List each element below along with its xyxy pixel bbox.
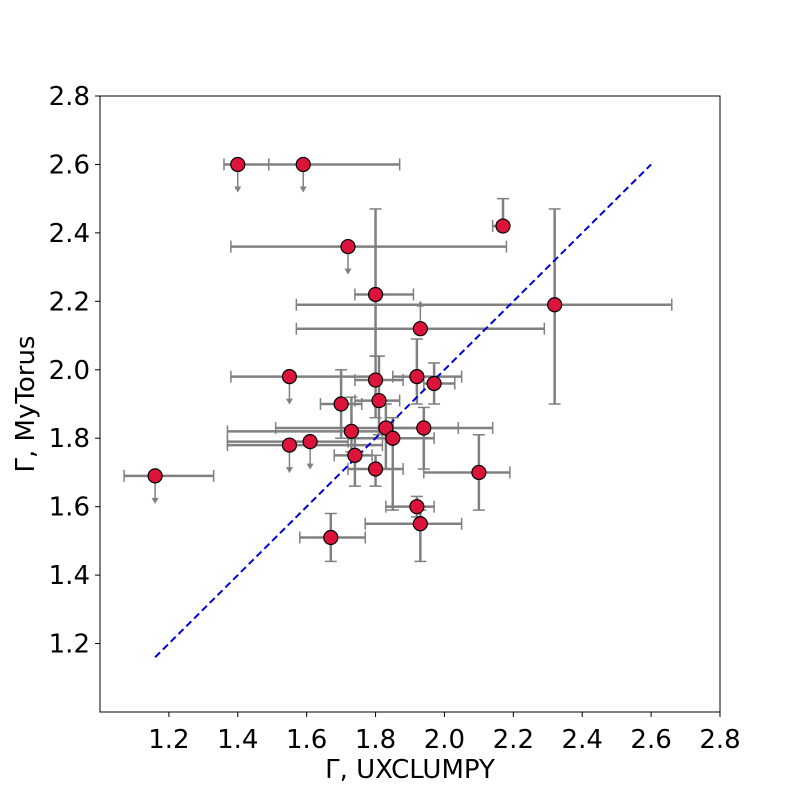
x-tick-label: 1.8 [355, 725, 396, 755]
x-tick-label: 2.8 [699, 725, 740, 755]
upper-limit-arrowhead [151, 497, 159, 504]
data-point [281, 369, 298, 385]
x-tick-label: 2.0 [424, 725, 465, 755]
x-axis-ticks: 1.2 1.4 1.6 1.8 2.0 2.2 2.4 2.6 2.8 [148, 712, 741, 755]
plot-frame [99, 95, 721, 713]
data-point [409, 369, 425, 385]
data-point [426, 375, 442, 392]
data-point [412, 321, 428, 337]
data-point [385, 430, 401, 446]
data-point [547, 297, 563, 313]
y-tick-label: 2.0 [49, 356, 90, 386]
data-point [371, 392, 387, 409]
data-point [302, 434, 318, 450]
x-axis-label: Γ, UXCLUMPY [325, 755, 495, 785]
x-tick-label: 2.2 [493, 725, 534, 755]
one-to-one-reference-line [154, 163, 652, 658]
x-tick-label: 1.6 [286, 725, 327, 755]
data-point [295, 156, 311, 173]
y-tick-label: 1.4 [49, 561, 90, 591]
x-tick-label: 1.4 [217, 725, 258, 755]
data-point [367, 286, 384, 303]
y-tick-label: 1.8 [49, 424, 90, 454]
data-point [409, 499, 425, 515]
upper-limit-arrowhead [234, 186, 242, 193]
data-point [340, 238, 356, 255]
data-point [495, 218, 511, 234]
data-point [416, 420, 432, 436]
y-tick-label: 2.8 [49, 82, 90, 112]
data-point [323, 529, 339, 546]
y-axis-label: Γ, MyTorus [11, 336, 41, 473]
data-point [343, 423, 360, 439]
data-point [471, 464, 487, 481]
data-point [367, 372, 384, 388]
reference-line-layer [154, 163, 652, 658]
upper-limit-arrowhead [306, 463, 314, 470]
errorbars-layer [123, 158, 673, 563]
data-point [333, 396, 349, 412]
x-tick-label: 1.2 [148, 725, 189, 755]
upper-limit-arrowhead [299, 186, 307, 193]
data-point [347, 447, 363, 463]
x-tick-label: 2.4 [562, 725, 603, 755]
data-point [367, 461, 384, 477]
y-axis-ticks: 1.2 1.4 1.6 1.8 2.0 2.2 2.4 2.6 2.8 [49, 82, 100, 660]
data-point [412, 516, 428, 532]
y-tick-label: 1.2 [49, 630, 90, 660]
y-tick-label: 1.6 [49, 493, 90, 523]
upper-limit-arrowhead [285, 467, 293, 474]
upper-limit-arrowhead [285, 398, 293, 405]
lower-limit-arrowhead [416, 300, 424, 307]
upper-limit-arrowhead [344, 268, 352, 275]
y-tick-label: 2.4 [49, 219, 90, 249]
y-tick-label: 2.2 [49, 287, 90, 317]
data-point [230, 156, 246, 173]
x-tick-label: 2.6 [630, 725, 671, 755]
points-layer [147, 156, 563, 546]
data-point [147, 468, 163, 484]
data-point [281, 437, 298, 453]
y-tick-label: 2.6 [49, 150, 90, 180]
